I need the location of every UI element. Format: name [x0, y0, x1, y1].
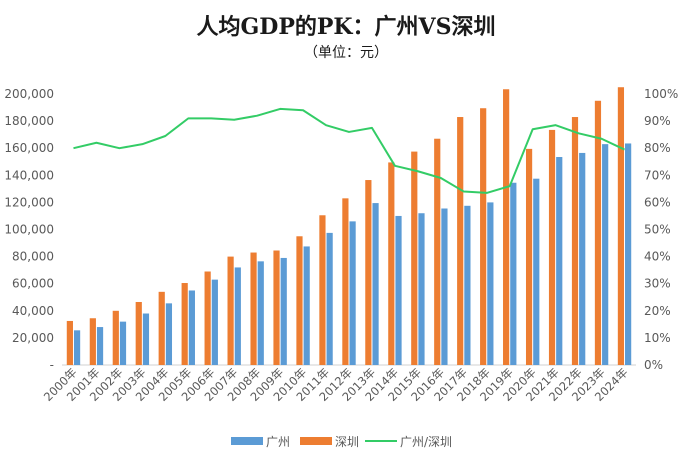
left-axis-tick-label: 40,000: [12, 304, 54, 318]
bars: [66, 87, 632, 365]
ratio-line: [73, 107, 625, 194]
bar-guangzhou: [556, 157, 563, 365]
bar-guangzhou: [533, 178, 540, 365]
right-axis-tick-label: 70%: [644, 168, 671, 182]
left-axis-tick-label: 200,000: [4, 87, 54, 101]
right-axis-tick-label: 80%: [644, 141, 671, 155]
bar-shenzhen: [411, 151, 418, 365]
legend-label-ratio: 广州/深圳: [400, 435, 452, 449]
bar-guangzhou: [211, 279, 218, 365]
left-axis-tick-label: 160,000: [4, 141, 54, 155]
right-axis-tick-label: 60%: [644, 195, 671, 209]
right-axis-tick-label: 50%: [644, 223, 671, 237]
right-axis-tick-label: 40%: [644, 250, 671, 264]
bar-shenzhen: [617, 87, 625, 365]
left-axis-tick-label: 80,000: [12, 250, 54, 264]
bar-guangzhou: [188, 290, 195, 365]
right-axis-tick-label: 10%: [644, 331, 671, 345]
bar-guangzhou: [464, 205, 471, 365]
right-axis-tick-label: 0%: [644, 358, 663, 372]
bar-guangzhou: [487, 202, 494, 365]
bar-guangzhou: [303, 246, 310, 365]
ratio-line-path: [73, 107, 625, 194]
legend-label-guangzhou: 广州: [266, 435, 290, 449]
bar-shenzhen: [250, 252, 257, 365]
chart-title: 人均GDP的PK：广州VS深圳: [196, 14, 495, 40]
bar-guangzhou: [142, 313, 150, 365]
bar-guangzhou: [326, 232, 333, 365]
bar-shenzhen: [296, 236, 303, 365]
bar-guangzhou: [165, 303, 173, 365]
bar-shenzhen: [158, 291, 165, 365]
bar-shenzhen: [388, 162, 395, 365]
legend-swatch-guangzhou: [231, 437, 263, 445]
bar-shenzhen: [273, 250, 280, 365]
bar-shenzhen: [89, 318, 96, 365]
bar-guangzhou: [280, 257, 287, 365]
bar-guangzhou: [96, 327, 104, 365]
bar-guangzhou: [579, 152, 586, 365]
left-axis-tick-label: 100,000: [4, 223, 54, 237]
right-axis-tick-label: 30%: [644, 277, 671, 291]
left-axis-tick-label: -: [50, 358, 54, 372]
bar-shenzhen: [66, 320, 73, 365]
bar-shenzhen: [135, 301, 142, 365]
bar-shenzhen: [181, 283, 188, 365]
bar-shenzhen: [227, 256, 234, 365]
bar-guangzhou: [602, 144, 609, 365]
bar-guangzhou: [418, 213, 425, 365]
bar-shenzhen: [342, 198, 349, 365]
x-axis-ticks: 2000年2001年2002年2003年2004年2005年2006年2007年…: [41, 365, 631, 404]
bar-shenzhen: [457, 117, 464, 365]
bar-shenzhen: [503, 89, 510, 365]
bar-shenzhen: [112, 310, 119, 365]
bar-guangzhou: [372, 203, 379, 365]
bar-shenzhen: [319, 215, 326, 365]
bar-shenzhen: [365, 180, 372, 365]
bar-guangzhou: [119, 321, 127, 365]
right-axis: 0% 10% 20% 30% 40% 50% 60% 70% 80% 90% 100%: [644, 87, 678, 372]
bar-shenzhen: [434, 138, 441, 365]
left-axis-tick-label: 140,000: [4, 168, 54, 182]
bar-guangzhou: [441, 208, 448, 365]
bar-guangzhou: [395, 215, 402, 365]
bar-shenzhen: [525, 148, 533, 365]
left-axis-tick-label: 120,000: [4, 195, 54, 209]
bar-shenzhen: [548, 129, 556, 365]
bar-shenzhen: [571, 117, 579, 365]
bar-shenzhen: [594, 100, 602, 365]
right-axis-tick-label: 20%: [644, 304, 671, 318]
left-axis-tick-label: 180,000: [4, 114, 54, 128]
left-axis-tick-label: 20,000: [12, 331, 54, 345]
right-axis-tick-label: 90%: [644, 114, 671, 128]
left-axis: - 20,000 40,000 60,000 80,000 100,000 120,000 1…: [4, 87, 54, 372]
legend: 广州 深圳 广州/深圳: [231, 435, 452, 449]
legend-swatch-shenzhen: [300, 437, 332, 445]
chart-subtitle: （单位：元）: [304, 45, 388, 61]
bar-shenzhen: [480, 108, 487, 365]
bar-guangzhou: [625, 143, 632, 365]
bar-guangzhou: [234, 267, 241, 365]
left-axis-tick-label: 60,000: [12, 277, 54, 291]
legend-label-shenzhen: 深圳: [335, 435, 359, 449]
bar-guangzhou: [73, 330, 81, 365]
bar-guangzhou: [257, 261, 264, 365]
bar-shenzhen: [204, 271, 211, 365]
right-axis-tick-label: 100%: [644, 87, 678, 101]
bar-guangzhou: [349, 221, 356, 365]
bar-guangzhou: [510, 182, 517, 365]
